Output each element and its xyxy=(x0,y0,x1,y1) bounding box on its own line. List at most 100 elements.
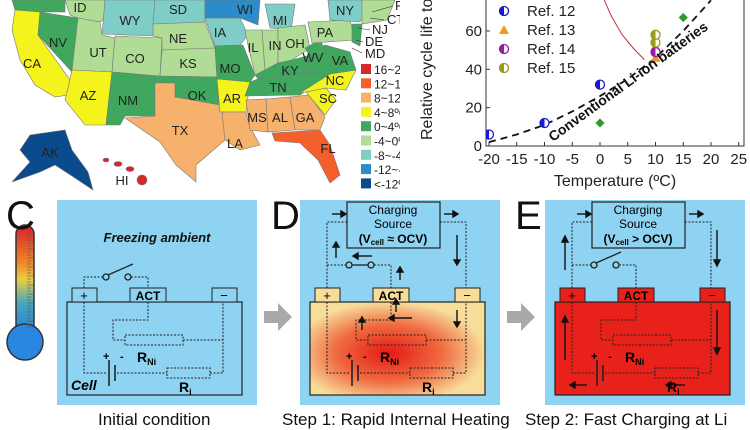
switch-icon xyxy=(102,263,134,281)
state-label-OK: OK xyxy=(188,88,207,103)
voltage-condition: (Vcell ≈ OCV) xyxy=(359,232,428,247)
plot-frame xyxy=(485,0,745,147)
state-NY xyxy=(327,0,373,23)
state-OH xyxy=(277,24,311,64)
state-label-FL: FL xyxy=(320,141,335,156)
state-label-WI: WI xyxy=(237,2,253,17)
state-label-NY: NY xyxy=(336,3,354,18)
state-label-DE: DE xyxy=(365,34,383,49)
state-label-TN: TN xyxy=(269,80,286,95)
legend-swatch xyxy=(361,149,371,160)
state-label-RI: RI xyxy=(395,0,400,13)
legend-marker-fill xyxy=(499,44,504,54)
r-ni-label: RNi xyxy=(380,349,399,367)
minus-label: − xyxy=(220,288,228,303)
data-point-fill xyxy=(651,30,656,40)
x-tick-label: 25 xyxy=(730,151,747,168)
legend-label: -4~0ºC xyxy=(374,135,400,149)
state-label-AL: AL xyxy=(272,110,288,125)
legend-label: Ref. 14 xyxy=(527,41,575,58)
state-label-WY: WY xyxy=(120,13,141,28)
caption-step1: Step 1: Rapid Internal Heating xyxy=(282,410,510,429)
r-ni-label: RNi xyxy=(625,349,644,367)
state-label-IL: IL xyxy=(248,40,259,55)
legend-label: -8~-4ºC xyxy=(374,149,400,163)
state-AK xyxy=(11,129,94,191)
panel-letter-c: C xyxy=(6,194,35,238)
state-label-CO: CO xyxy=(125,51,145,66)
state-label-MS: MS xyxy=(247,110,267,125)
svg-text:−: − xyxy=(708,288,716,303)
switch-icon xyxy=(590,251,622,269)
cell-body xyxy=(66,301,243,396)
charging-label: Charging xyxy=(614,203,663,217)
source-label: Source xyxy=(374,217,412,231)
svg-text:-: - xyxy=(608,351,612,363)
state-label-SD: SD xyxy=(169,2,187,17)
panel-rapid-heating: Charging Source (Vcell ≈ OCV) + ACT − xyxy=(300,200,500,405)
state-label-NV: NV xyxy=(49,35,67,50)
red-curve xyxy=(603,0,645,61)
state-label-MD: MD xyxy=(365,46,385,61)
legend-label: Ref. 13 xyxy=(527,22,575,39)
battery-icon xyxy=(108,360,116,386)
cell-body-charging xyxy=(554,301,731,396)
state-label-PA: PA xyxy=(317,25,334,40)
data-point-fill xyxy=(651,47,656,57)
state-label-WV: WV xyxy=(303,50,324,65)
svg-text:ACT: ACT xyxy=(379,289,404,303)
negative-terminal xyxy=(211,287,238,303)
state-label-HI: HI xyxy=(116,173,129,188)
state-label-AR: AR xyxy=(223,91,241,106)
legend-swatch xyxy=(361,106,371,117)
current-arrows xyxy=(331,209,462,330)
callout-lines xyxy=(351,5,394,54)
charging-source-box xyxy=(591,201,686,249)
state-label-CA: CA xyxy=(23,56,41,71)
source-label: Source xyxy=(619,217,657,231)
data-point-fill xyxy=(486,129,489,139)
r-i-label: Ri xyxy=(179,379,192,397)
state-GA xyxy=(289,94,326,131)
thermometer-icon xyxy=(6,224,44,361)
charging-source-box xyxy=(346,201,441,249)
svg-text:+: + xyxy=(591,351,597,363)
data-point xyxy=(650,52,661,62)
state-label-OH: OH xyxy=(285,36,305,51)
state-label-NJ: NJ xyxy=(372,22,388,37)
state-MO xyxy=(214,44,256,83)
state-label-CT: CT xyxy=(387,12,400,27)
r-i-label: Ri xyxy=(667,379,680,397)
r-i-label: Ri xyxy=(422,379,435,397)
map-legend: 16~20ºC12~16ºC8~12ºC4~8ºC0~4ºC-4~0ºC-8~-… xyxy=(361,63,400,191)
svg-text:ACT: ACT xyxy=(624,289,649,303)
svg-text:−: − xyxy=(463,288,471,303)
next-arrow-icon xyxy=(264,303,292,331)
data-point-fill xyxy=(651,37,656,47)
state-label-KY: KY xyxy=(281,63,299,78)
state-label-MI: MI xyxy=(273,13,287,28)
state-LA xyxy=(221,111,261,151)
legend-label: 8~12ºC xyxy=(374,92,400,106)
state-label-SC: SC xyxy=(319,91,337,106)
state-WI xyxy=(204,0,261,26)
legend-label: Ref. 12 xyxy=(527,3,575,20)
legend-label: 16~20ºC xyxy=(374,63,400,77)
svg-text:+: + xyxy=(568,288,576,303)
state-MIDATL xyxy=(351,23,363,47)
data-point xyxy=(594,117,606,129)
state-label-LA: LA xyxy=(227,136,243,151)
conventional-fit-curve xyxy=(488,0,712,144)
charging-label: Charging xyxy=(369,203,418,217)
current-arrows xyxy=(560,209,722,390)
x-tick-label: 5 xyxy=(624,151,632,168)
state-label-GA: GA xyxy=(296,110,315,125)
y-tick-label: 0 xyxy=(474,138,482,155)
state-label-ID: ID xyxy=(74,0,87,15)
legend-marker-fill xyxy=(499,6,504,16)
state-label-IA: IA xyxy=(214,25,227,40)
y-tick-label: 20 xyxy=(465,100,482,117)
legend-marker xyxy=(499,25,509,34)
svg-text:+: + xyxy=(103,351,109,363)
